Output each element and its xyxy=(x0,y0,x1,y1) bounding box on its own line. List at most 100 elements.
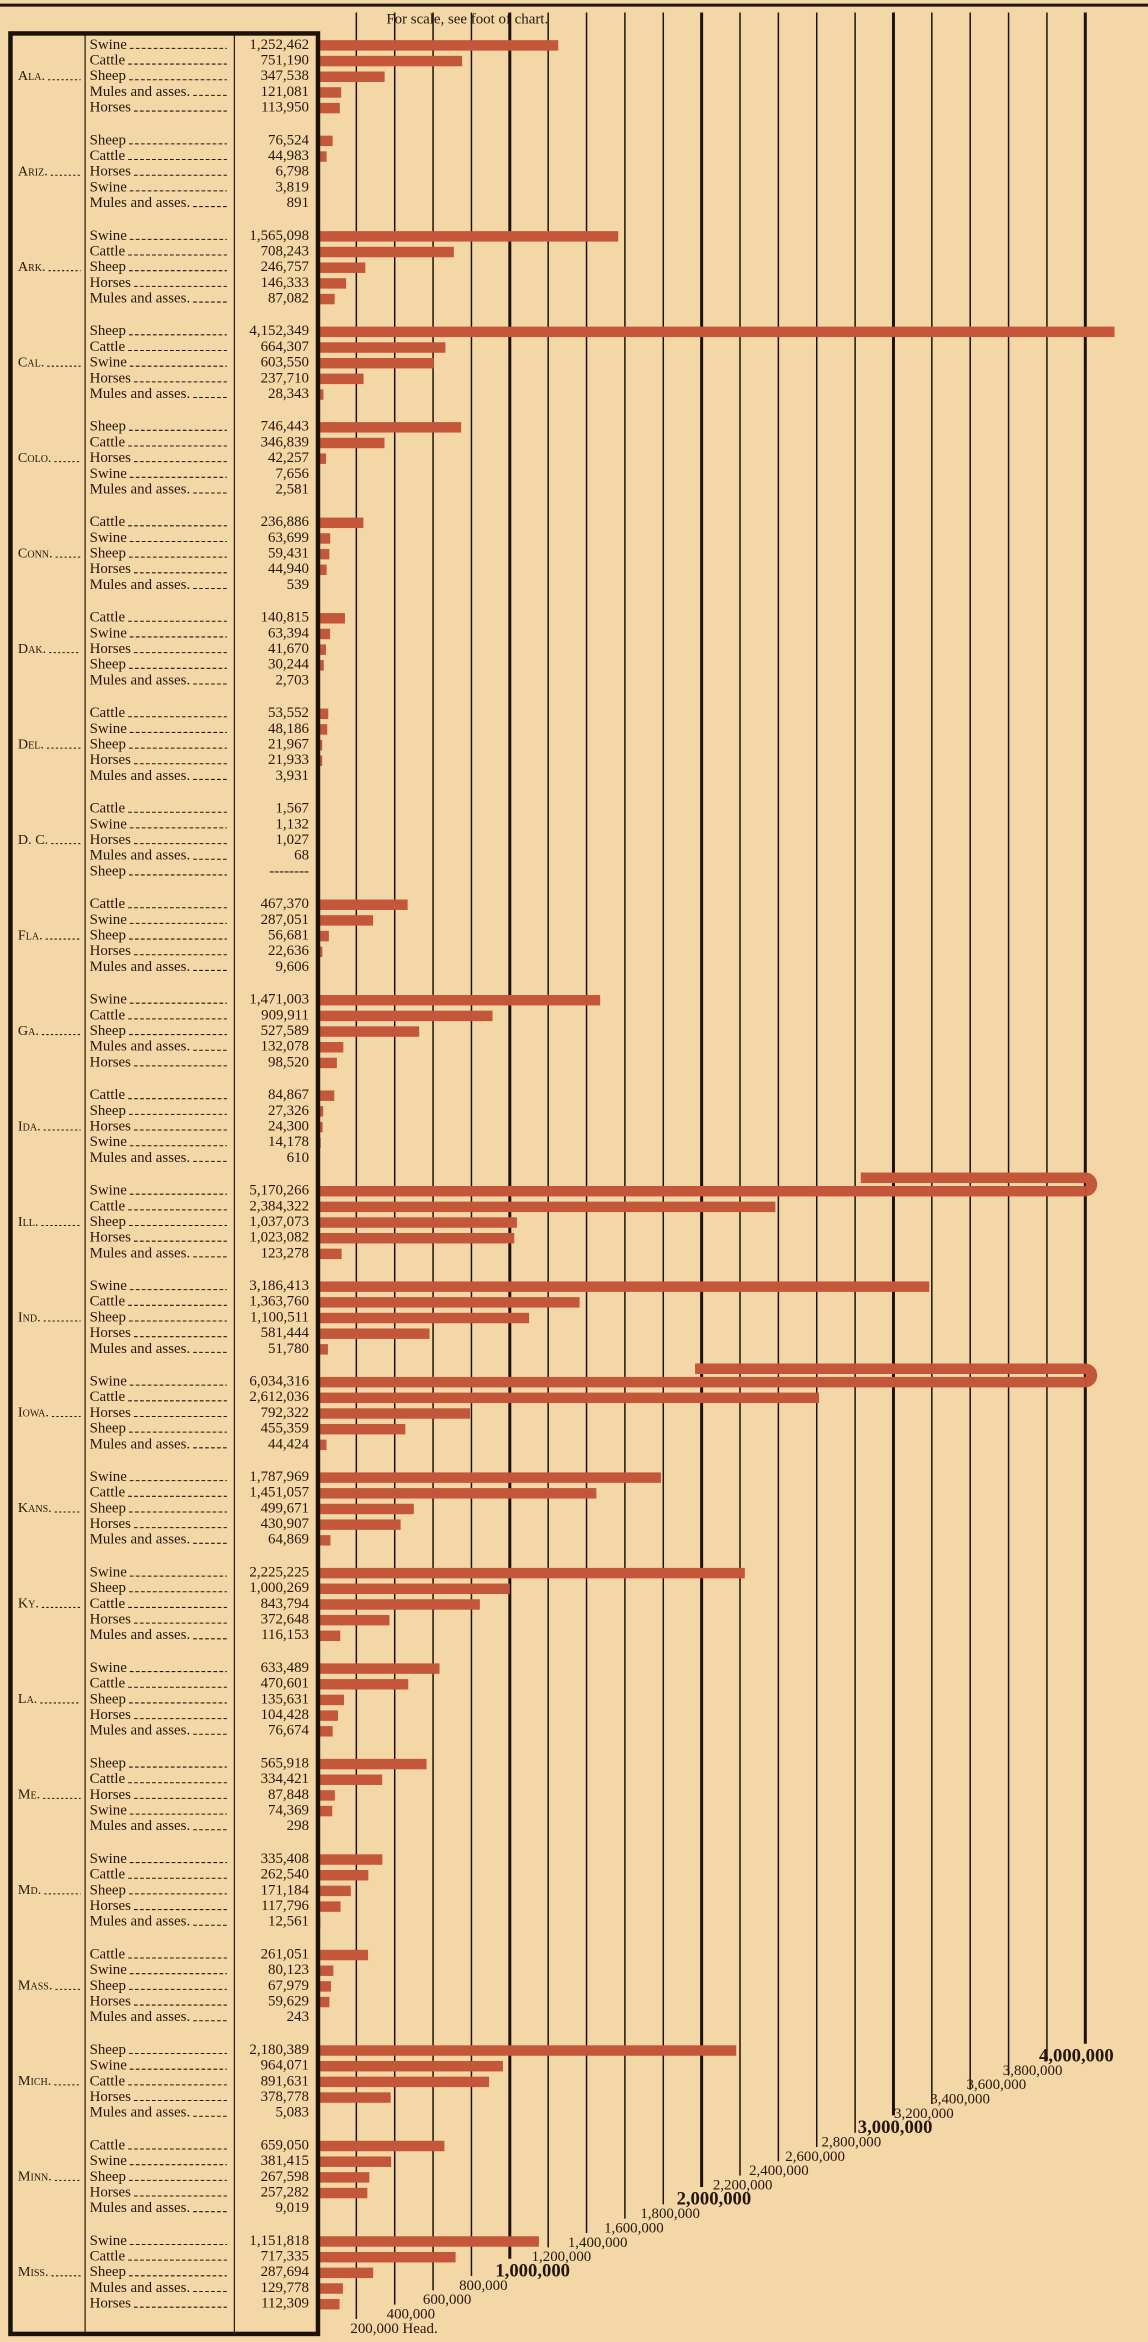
row-label: Mules and asses. xyxy=(90,1341,191,1357)
value-label: 430,907 xyxy=(261,1516,310,1532)
row-label: Mules and asses. xyxy=(90,1532,191,1548)
bar xyxy=(317,1248,342,1260)
x-tick-label: 1,800,000 xyxy=(640,2206,700,2222)
state-label: Kans. xyxy=(18,1500,52,1516)
value-label: 467,370 xyxy=(261,896,309,912)
bar xyxy=(317,293,335,305)
value-label: 22,636 xyxy=(268,943,310,959)
row-label: Sheep xyxy=(90,1580,126,1596)
bar xyxy=(317,453,327,464)
value-label: 67,979 xyxy=(268,1978,309,1994)
row-label: Cattle xyxy=(90,1771,126,1787)
row-label: Cattle xyxy=(90,1389,126,1405)
state-label: Miss. xyxy=(18,2264,49,2280)
row-label: Mules and asses. xyxy=(90,290,191,306)
value-label: 9,019 xyxy=(275,2200,309,2216)
value-label: 708,243 xyxy=(261,243,309,259)
value-label: 21,933 xyxy=(268,752,309,768)
row-label: Sheep xyxy=(90,737,126,753)
row-label: Mules and asses. xyxy=(90,848,191,864)
value-label: 246,757 xyxy=(261,259,310,275)
state-label: Me. xyxy=(18,1787,40,1803)
row-label: Swine xyxy=(90,179,128,195)
row-label: Swine xyxy=(90,721,128,737)
state-label: Ga. xyxy=(18,1023,39,1039)
state-label: Ky. xyxy=(18,1596,39,1612)
value-label: 171,184 xyxy=(261,1882,310,1898)
bar xyxy=(317,1758,427,1770)
state-label: Iowa. xyxy=(18,1405,49,1421)
value-label: 64,869 xyxy=(268,1532,309,1548)
value-label: 6,798 xyxy=(275,164,309,180)
value-label: 243 xyxy=(287,2009,309,2025)
value-label: 146,333 xyxy=(261,275,309,291)
row-label: Swine xyxy=(90,992,128,1008)
bar xyxy=(317,1312,530,1324)
x-tick-label: 1,600,000 xyxy=(604,2221,664,2237)
value-label: 1,100,511 xyxy=(250,1309,309,1325)
value-label: 30,244 xyxy=(268,657,310,673)
value-label: 909,911 xyxy=(261,1007,309,1023)
value-label: 41,670 xyxy=(268,641,309,657)
x-tick-label: 1,200,000 xyxy=(532,2249,592,2265)
row-label: Cattle xyxy=(90,1087,126,1103)
value-label: 68 xyxy=(294,848,309,864)
row-label: Swine xyxy=(90,2058,128,2074)
bar xyxy=(317,517,364,529)
state-label: Fla. xyxy=(18,927,43,943)
row-label: Mules and asses. xyxy=(90,84,191,100)
bar xyxy=(317,422,462,433)
value-label: 129,778 xyxy=(261,2280,309,2296)
value-label: 751,190 xyxy=(261,52,309,68)
value-label: 44,983 xyxy=(268,148,309,164)
value-label: 581,444 xyxy=(261,1325,310,1341)
value-label: 59,431 xyxy=(268,546,309,562)
value-label: 335,408 xyxy=(261,1851,309,1867)
bar xyxy=(317,548,330,560)
row-label: Swine xyxy=(90,1183,128,1199)
state-label: Mich. xyxy=(18,2073,51,2089)
value-label: 28,343 xyxy=(268,386,309,402)
row-label: Sheep xyxy=(90,1023,126,1039)
value-label: 80,123 xyxy=(268,1962,309,1978)
value-label: 87,082 xyxy=(268,290,309,306)
x-tick-label: 3,200,000 xyxy=(894,2106,954,2122)
value-label: 603,550 xyxy=(261,355,309,371)
value-label: 470,601 xyxy=(261,1676,309,1692)
row-label: Sheep xyxy=(90,68,126,84)
value-label: 63,699 xyxy=(268,530,309,546)
bar xyxy=(317,1503,414,1515)
value-label: 1,565,098 xyxy=(249,228,309,244)
row-label: Swine xyxy=(90,1565,128,1581)
value-label: 1,252,462 xyxy=(249,37,309,53)
bar xyxy=(317,1057,337,1069)
x-tick-label: 3,400,000 xyxy=(930,2092,990,2108)
row-label: Horses xyxy=(90,1898,132,1914)
row-label: Cattle xyxy=(90,2073,126,2089)
state-label: Minn. xyxy=(18,2169,52,2185)
bar xyxy=(317,1232,515,1244)
row-label: Swine xyxy=(90,466,128,482)
value-label: 42,257 xyxy=(268,450,310,466)
bar xyxy=(317,613,345,624)
bar xyxy=(317,1774,383,1785)
row-label: Swine xyxy=(90,1851,128,1867)
row-label: Horses xyxy=(90,2184,132,2200)
row-label: Mules and asses. xyxy=(90,577,191,593)
bar xyxy=(317,1376,1086,1388)
value-label: 792,322 xyxy=(261,1405,309,1421)
value-label: 27,326 xyxy=(268,1103,310,1119)
value-label: 87,848 xyxy=(268,1787,309,1803)
bar xyxy=(317,2283,343,2294)
row-label: Horses xyxy=(90,1516,132,1532)
value-label: 455,359 xyxy=(261,1421,309,1437)
row-label: Sheep xyxy=(90,2042,126,2058)
bar xyxy=(317,1535,331,1546)
bar xyxy=(317,1996,330,2008)
bar xyxy=(317,899,408,910)
bar xyxy=(317,1408,470,1419)
row-label: Mules and asses. xyxy=(90,1627,191,1643)
row-label: Swine xyxy=(90,1962,128,1978)
bar-wrap xyxy=(860,1172,1098,1197)
value-label: 76,524 xyxy=(268,132,310,148)
